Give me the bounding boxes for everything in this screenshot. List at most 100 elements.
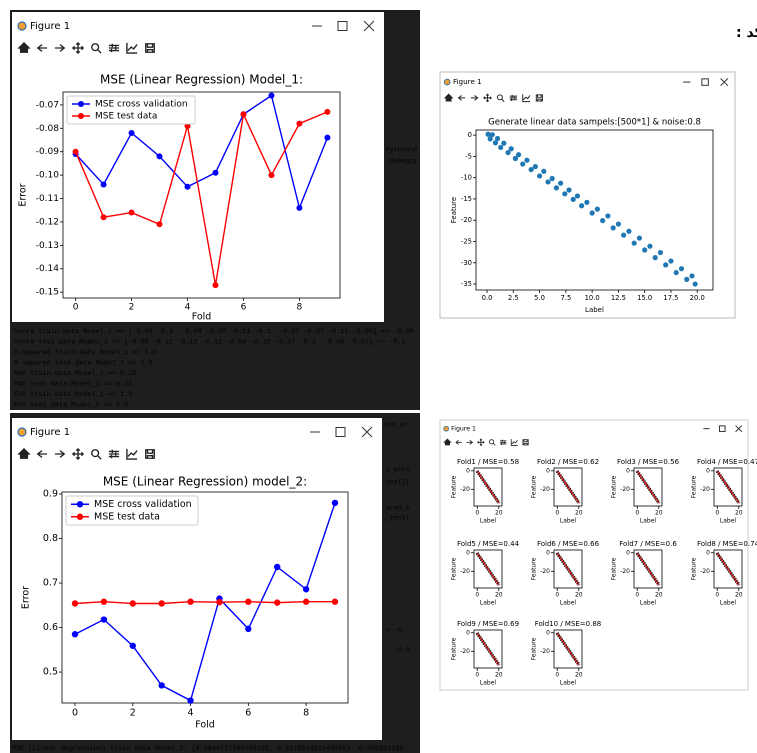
y-axis-label: Feature [691, 475, 698, 498]
toolbar-button[interactable] [145, 449, 155, 459]
toolbar-button[interactable] [522, 439, 529, 446]
point [579, 203, 585, 209]
editor-text: ared_e [386, 505, 410, 512]
point [212, 169, 219, 176]
y-tick-label: 0 [546, 629, 550, 636]
point [678, 266, 685, 272]
toolbar-button[interactable] [17, 41, 31, 53]
x-tick-label: 0 [73, 303, 79, 313]
axes-frame [473, 629, 503, 669]
chart-title: Generate linear data sampels:[500*1] & n… [488, 118, 701, 128]
x-tick-label: 20 [495, 510, 503, 517]
point [642, 247, 648, 253]
point [615, 221, 622, 227]
toolbar-button[interactable] [126, 448, 138, 460]
x-tick-label: 20 [575, 510, 583, 517]
toolbar-button[interactable] [443, 93, 454, 102]
panel-fit-line [716, 470, 740, 504]
point [129, 642, 136, 649]
toolbar-button[interactable] [91, 449, 102, 460]
toolbar-button[interactable] [108, 449, 120, 459]
y-axis-label: Feature [531, 475, 538, 498]
y-tick-label: -0.14 [36, 264, 60, 274]
maximize-button [701, 78, 709, 86]
y-tick-label: 0 [546, 467, 550, 474]
toolbar-button[interactable] [126, 42, 138, 54]
y-axis-label: Feature [531, 637, 538, 660]
x-tick-label: 2.5 [508, 294, 519, 302]
toolbar-button[interactable] [71, 41, 85, 55]
x-axis-label: Label [480, 518, 497, 525]
x-tick-label: 0 [72, 708, 78, 719]
console-line: MSE (Linear Regression) train data Model… [12, 745, 404, 753]
toolbar-button[interactable] [145, 43, 155, 53]
y-tick-label: -5 [465, 152, 472, 160]
point [100, 214, 107, 221]
toolbar-button[interactable] [509, 94, 518, 101]
toolbar-button[interactable] [510, 439, 518, 446]
point [600, 218, 606, 224]
toolbar-button[interactable] [522, 94, 531, 103]
point [71, 600, 79, 607]
x-tick-label: 2 [129, 303, 135, 313]
point [331, 598, 339, 605]
toolbar-button[interactable] [91, 43, 102, 54]
axes-frame [475, 129, 714, 291]
y-tick-label: -10 [461, 174, 472, 182]
point [589, 210, 595, 216]
y-tick-label: 0 [466, 629, 470, 636]
y-tick-label: 0.6 [43, 622, 58, 633]
toolbar-button[interactable] [470, 95, 479, 101]
point [515, 152, 522, 158]
point [485, 131, 491, 137]
legend-label: MSE cross validation [95, 100, 188, 110]
x-axis-label: Fold [192, 312, 212, 323]
app-icon [443, 425, 450, 432]
console-line: EVS train data Model_1 => 1.0 [14, 391, 132, 399]
toolbar-button[interactable] [36, 44, 48, 52]
toolbar-button[interactable] [455, 439, 462, 445]
toolbar-button[interactable] [500, 439, 507, 445]
toolbar-button[interactable] [535, 94, 543, 102]
x-axis-label: Label [560, 518, 577, 525]
window [439, 419, 749, 691]
app-icon [17, 21, 27, 31]
editor-text: d_erro [386, 467, 410, 474]
toolbar-button[interactable] [466, 439, 474, 445]
x-tick-label: 20.0 [690, 294, 705, 302]
x-tick-label: 7.5 [560, 294, 571, 302]
close-button [363, 20, 375, 32]
toolbar-button[interactable] [477, 438, 485, 447]
y-axis-label: Error [18, 183, 29, 206]
x-tick-label: 4 [185, 303, 191, 313]
toolbar-button[interactable] [54, 450, 66, 458]
y-tick-label: -0.11 [36, 194, 59, 204]
point [657, 249, 664, 256]
toolbar-button[interactable] [443, 438, 452, 446]
toolbar-button[interactable] [36, 450, 48, 458]
panel-title: Fold7 / MSE=0.6 [619, 540, 677, 548]
point [668, 258, 674, 264]
toolbar-button[interactable] [17, 447, 31, 459]
x-axis-label: Label [560, 600, 577, 607]
toolbar-button[interactable] [71, 447, 85, 461]
point [652, 255, 658, 261]
toolbar-button[interactable] [54, 44, 66, 52]
y-tick-label: -0.09 [36, 147, 60, 157]
y-tick-label: 0 [466, 467, 470, 474]
console-line: R-squared train data Model_1 => 1.0 [14, 349, 157, 357]
point [594, 206, 600, 212]
toolbar-button[interactable] [483, 93, 492, 103]
y-axis-label: Feature [451, 557, 458, 580]
toolbar-button[interactable] [108, 43, 120, 53]
toolbar-button[interactable] [457, 95, 466, 101]
toolbar-button[interactable] [496, 94, 505, 102]
x-tick-label: 10.0 [585, 294, 600, 302]
x-axis-label: Label [640, 518, 657, 525]
x-tick-label: 5.0 [534, 294, 545, 302]
panel-fit-line [476, 632, 500, 666]
x-tick-label: 0 [475, 592, 479, 599]
point [494, 135, 501, 142]
toolbar-button[interactable] [489, 439, 496, 446]
